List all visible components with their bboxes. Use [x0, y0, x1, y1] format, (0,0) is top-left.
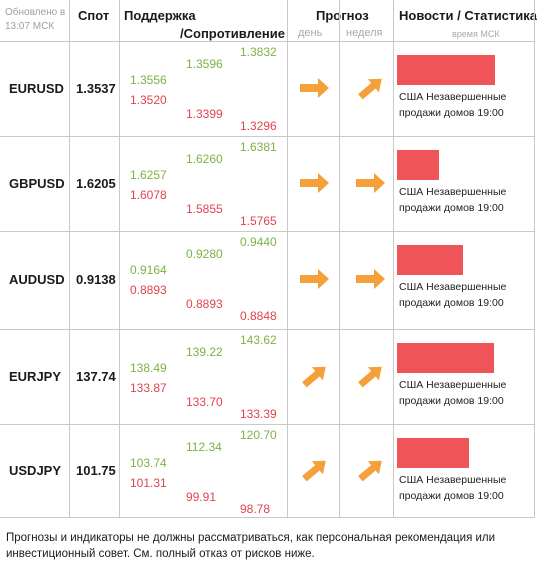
- arrow-right-icon: [296, 75, 332, 101]
- resistance-level: 98.78: [240, 502, 271, 516]
- resistance-level: 0.8893: [186, 297, 223, 311]
- resistance-level: 101.31: [130, 476, 167, 490]
- news-impact-bar: [397, 150, 439, 180]
- support-level: 0.9164: [130, 263, 167, 277]
- row-divider: [0, 424, 534, 425]
- symbol-label: GBPUSD: [9, 175, 65, 191]
- support-level: 103.74: [130, 456, 167, 470]
- col-divider: [393, 0, 394, 518]
- disclaimer-text: Прогнозы и индикаторы не должны рассматр…: [6, 532, 496, 560]
- support-level: 1.6260: [186, 152, 223, 166]
- support-level: 120.70: [240, 428, 277, 442]
- arrow-up-right-icon: [352, 457, 388, 483]
- week-header: неделя: [346, 27, 383, 39]
- day-header: день: [298, 27, 323, 39]
- news-impact-bar: [397, 245, 463, 275]
- col-divider: [339, 0, 340, 518]
- resistance-level: 1.3520: [130, 93, 167, 107]
- support-level: 0.9440: [240, 235, 277, 249]
- resistance-header: /Сопротивление: [180, 26, 285, 41]
- support-header: Поддержка: [124, 8, 196, 23]
- news-header: Новости / Статистика: [399, 8, 537, 23]
- symbol-label: AUDUSD: [9, 272, 65, 287]
- resistance-level: 0.8893: [130, 283, 167, 297]
- support-level: 1.6381: [240, 140, 277, 154]
- col-divider: [69, 0, 70, 518]
- resistance-level: 1.3296: [240, 119, 277, 133]
- support-level: 1.3832: [240, 45, 277, 59]
- time-label: время МСК: [452, 29, 500, 39]
- resistance-level: 133.39: [240, 407, 277, 421]
- spot-price: 101.75: [76, 462, 116, 478]
- resistance-level: 133.87: [130, 381, 167, 395]
- updated-label: Обновлено в 13:07 МСК: [5, 7, 66, 32]
- support-level: 139.22: [186, 345, 223, 359]
- row-divider: [0, 517, 534, 518]
- support-level: 0.9280: [186, 247, 223, 261]
- support-level: 138.49: [130, 361, 167, 375]
- support-level: 1.3596: [186, 57, 223, 71]
- arrow-up-right-icon: [296, 457, 332, 483]
- news-text[interactable]: США Незавершенные продажи домов 19:00: [399, 474, 507, 502]
- arrow-right-icon: [296, 170, 332, 196]
- arrow-up-right-icon: [296, 363, 332, 389]
- row-divider: [0, 329, 534, 330]
- news-text[interactable]: США Незавершенные продажи домов 19:00: [399, 91, 507, 119]
- arrow-up-right-icon: [352, 363, 388, 389]
- arrow-right-icon: [352, 170, 388, 196]
- news-impact-bar: [397, 55, 495, 85]
- news-text[interactable]: США Незавершенные продажи домов 19:00: [399, 186, 507, 214]
- spot-price: 137.74: [76, 368, 116, 384]
- resistance-level: 1.3399: [186, 107, 223, 121]
- support-level: 143.62: [240, 333, 277, 347]
- resistance-level: 0.8848: [240, 309, 277, 323]
- symbol-label: USDJPY: [9, 462, 62, 478]
- symbol-label: EURUSD: [9, 80, 64, 96]
- news-text[interactable]: США Незавершенные продажи домов 19:00: [399, 281, 507, 309]
- resistance-level: 1.6078: [130, 188, 167, 202]
- spot-header: Спот: [78, 8, 110, 23]
- support-level: 112.34: [186, 440, 222, 454]
- row-divider: [0, 41, 534, 42]
- resistance-level: 133.70: [186, 395, 223, 409]
- arrow-up-right-icon: [352, 75, 388, 101]
- forecast-table: Обновлено в 13:07 МСК Спот Поддержка /Со…: [0, 0, 537, 518]
- resistance-level: 1.5855: [186, 202, 223, 216]
- news-impact-bar: [397, 438, 469, 468]
- news-text[interactable]: США Незавершенные продажи домов 19:00: [399, 379, 507, 407]
- symbol-label: EURJPY: [9, 368, 62, 384]
- arrow-right-icon: [352, 266, 388, 292]
- forecast-header: Прогноз: [316, 8, 369, 23]
- resistance-level: 1.5765: [240, 214, 277, 228]
- col-divider: [119, 0, 120, 518]
- support-level: 1.3556: [130, 73, 167, 87]
- spot-price: 1.6205: [76, 175, 116, 191]
- row-divider: [0, 136, 534, 137]
- spot-price: 1.3537: [76, 80, 116, 96]
- spot-price: 0.9138: [76, 272, 116, 287]
- resistance-level: 99.91: [186, 490, 217, 504]
- row-divider: [0, 231, 534, 232]
- arrow-right-icon: [296, 266, 332, 292]
- news-impact-bar: [397, 343, 494, 373]
- col-divider: [534, 0, 535, 518]
- support-level: 1.6257: [130, 168, 167, 182]
- col-divider: [287, 0, 288, 518]
